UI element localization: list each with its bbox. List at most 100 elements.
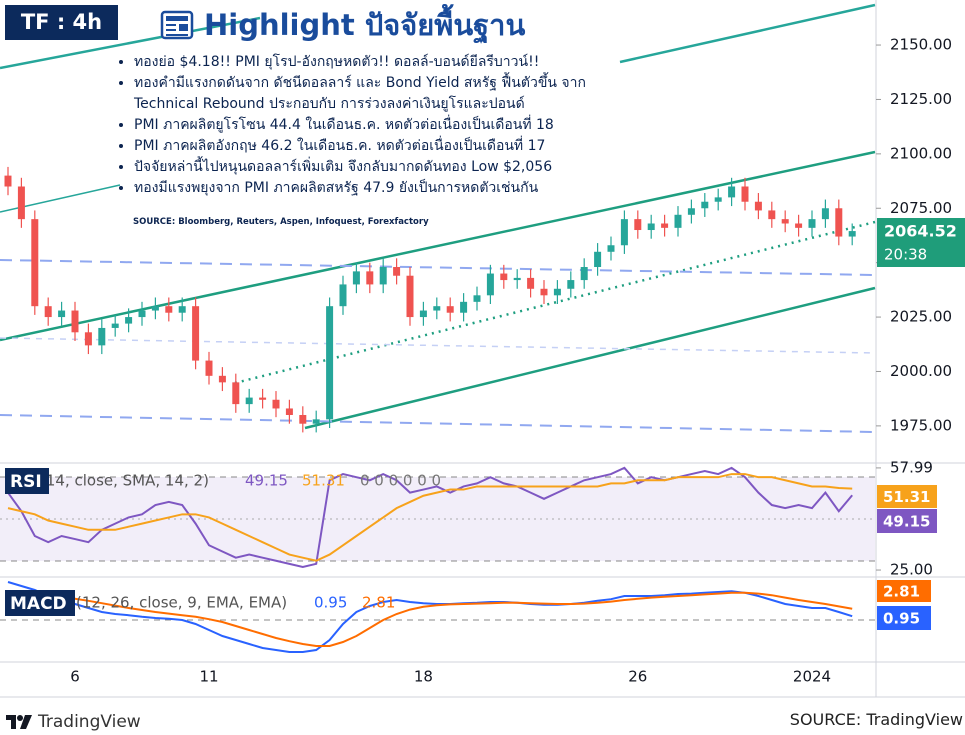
candle-body <box>714 197 722 202</box>
pane-title-box <box>5 468 49 494</box>
x-tick-label: 2024 <box>793 668 831 686</box>
candle-body <box>17 186 25 220</box>
value-tag <box>877 580 931 602</box>
candle-body <box>620 219 628 246</box>
candle-body <box>527 277 535 289</box>
candle-body <box>741 186 749 202</box>
indicator-line <box>7 591 853 647</box>
news-source: SOURCE: Bloomberg, Reuters, Aspen, Infoq… <box>133 217 429 227</box>
candle-body <box>151 306 159 311</box>
candle-body <box>366 271 374 285</box>
value-tag-label: 49.15 <box>883 513 930 531</box>
candle-body <box>647 223 655 231</box>
value-tag <box>877 485 937 508</box>
candle-body <box>165 306 173 313</box>
candle-body <box>339 284 347 307</box>
candle-body <box>125 317 133 324</box>
candle-body <box>272 399 280 409</box>
bullet: PMI ภาคผลิตยูโรโซน 44.4 ในเดือนธ.ค. หดตั… <box>134 115 654 136</box>
candle-body <box>31 219 39 307</box>
y-tick-label: 2125.00 <box>890 90 952 108</box>
candle-body <box>486 273 494 296</box>
candle-body <box>259 397 267 400</box>
indicator-line <box>7 473 853 562</box>
candle-body <box>178 306 186 313</box>
candle-body <box>808 219 816 228</box>
y-tick-label: 1975.00 <box>890 416 952 434</box>
pane-value: 0.95 <box>314 594 347 612</box>
candle-body <box>634 219 642 231</box>
candle-body <box>835 208 843 237</box>
candle-body <box>44 306 52 318</box>
indicator-line <box>7 466 853 568</box>
candle-body <box>71 310 79 333</box>
candle-body <box>513 277 521 281</box>
candle-body <box>701 201 709 209</box>
candle-body <box>138 310 146 318</box>
candle-body <box>406 275 414 318</box>
candle-body <box>111 323 119 328</box>
candle-body <box>661 223 669 228</box>
bullets: ทองย่อ $4.18!! PMI ยุโรป-อังกฤษหดตัว!! ด… <box>112 52 654 199</box>
pane-title-box <box>5 590 75 616</box>
y-tick-label: 2075.00 <box>890 199 952 217</box>
x-tick-label: 11 <box>199 668 218 686</box>
candle-body <box>245 397 253 405</box>
price-tag-value: 2064.52 <box>884 222 957 241</box>
pane-title: MACD <box>10 594 67 614</box>
candle-body <box>84 332 92 346</box>
candle-body <box>460 301 468 313</box>
news-icon <box>160 10 194 40</box>
brand: TradingView <box>6 712 141 732</box>
candle-body <box>58 310 66 318</box>
candle-body <box>98 327 106 346</box>
x-tick-label: 26 <box>628 668 647 686</box>
candle-body <box>821 208 829 220</box>
y-tick-label: 2025.00 <box>890 308 952 326</box>
candle-body <box>848 231 856 237</box>
y-tick-label: 25.00 <box>890 561 933 579</box>
candle-body <box>446 306 454 313</box>
rsi-band <box>0 477 875 561</box>
timeframe: TF : 4h <box>5 5 118 40</box>
pane-title: RSI <box>10 472 42 492</box>
bullet: ปัจจัยหล่านี้ไปหนุนดอลลาร์เพิ่มเติม จึงก… <box>134 157 654 178</box>
value-tag <box>877 509 937 533</box>
candle-body <box>768 210 776 220</box>
candle-body <box>580 267 588 281</box>
value-tag-label: 2.81 <box>883 583 920 601</box>
bullet: PMI ภาคผลิตอังกฤษ 46.2 ในเดือนธ.ค. หดตัว… <box>134 136 654 157</box>
pane-value: 49.15 <box>245 472 288 490</box>
y-tick-label: 57.99 <box>890 458 933 476</box>
price-tag-countdown: 20:38 <box>884 246 927 264</box>
brand-logo <box>6 715 32 729</box>
y-tick-label: 2150.00 <box>890 36 952 54</box>
pane-value: 51.31 <box>302 472 345 490</box>
x-tick-label: 18 <box>414 668 433 686</box>
value-tag <box>877 606 931 630</box>
pane-params: (14, close, SMA, 14, 2) <box>40 472 209 490</box>
candle-body <box>205 360 213 376</box>
candle-body <box>473 295 481 302</box>
candle-body <box>500 273 508 281</box>
candle-body <box>285 408 293 415</box>
candle-body <box>312 419 320 424</box>
candle-body <box>232 382 240 405</box>
candle-body <box>567 280 575 289</box>
candle-body <box>728 186 736 198</box>
pane-separators <box>0 0 965 698</box>
candle-body <box>393 267 401 276</box>
candle-body <box>687 208 695 215</box>
brand-text: TradingView <box>38 712 141 732</box>
title-text: Highlight ปัจจัยพื้นฐาน <box>204 8 526 42</box>
bullet: ทองมีแรงพยุงจาก PMI ภาคผลิตสหรัฐ 47.9 ยั… <box>134 178 654 199</box>
candle-body <box>754 201 762 211</box>
y-tick-label: 2000.00 <box>890 362 952 380</box>
candle-body <box>299 414 307 424</box>
candle-body <box>419 310 427 318</box>
candle-body <box>594 251 602 268</box>
candle-body <box>553 288 561 296</box>
pane-params: (12, 26, close, 9, EMA, EMA) <box>76 594 287 612</box>
